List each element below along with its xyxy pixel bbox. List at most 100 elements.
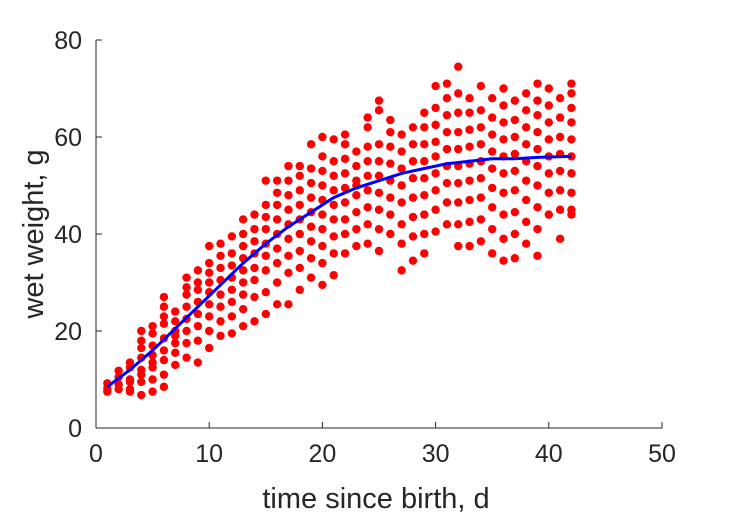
data-point	[352, 207, 361, 217]
data-point	[193, 309, 203, 319]
data-point	[567, 169, 576, 178]
data-point	[488, 183, 497, 193]
data-point	[159, 302, 169, 311]
data-point	[544, 188, 553, 197]
data-point	[238, 266, 248, 275]
data-point	[544, 210, 553, 219]
data-point	[318, 181, 327, 190]
data-point	[499, 210, 508, 219]
data-point	[521, 123, 531, 132]
data-point	[284, 191, 293, 200]
data-point	[295, 161, 304, 171]
data-point	[544, 169, 553, 178]
data-point	[567, 89, 576, 98]
data-point	[408, 140, 418, 149]
data-point	[499, 169, 508, 178]
data-point	[533, 110, 542, 120]
data-point	[420, 123, 429, 132]
data-point	[374, 171, 384, 180]
data-point	[216, 331, 225, 341]
data-point	[227, 297, 237, 307]
data-point	[137, 343, 146, 353]
data-point	[148, 375, 157, 384]
y-axis-label: wet weight, g	[18, 149, 50, 319]
data-point	[261, 266, 270, 275]
data-point	[488, 147, 497, 156]
data-point	[295, 246, 304, 256]
data-point	[318, 210, 327, 219]
data-point	[521, 176, 531, 185]
data-point	[363, 142, 372, 151]
data-point	[238, 321, 248, 331]
data-point	[465, 125, 474, 134]
data-point	[250, 224, 259, 234]
data-point	[533, 96, 542, 105]
data-point	[454, 89, 463, 98]
data-point	[465, 195, 474, 205]
data-point	[261, 176, 270, 185]
data-point	[182, 302, 191, 311]
data-point	[510, 229, 520, 239]
data-point	[555, 205, 565, 214]
x-axis-label: time since birth, d	[262, 483, 489, 515]
data-point	[431, 205, 440, 214]
data-point	[374, 96, 384, 105]
data-point	[420, 229, 429, 239]
data-point	[352, 241, 361, 251]
data-point	[544, 135, 553, 144]
data-point	[182, 338, 191, 348]
data-point	[397, 220, 406, 229]
data-point	[465, 241, 474, 251]
data-point	[431, 186, 440, 195]
data-point	[521, 217, 531, 227]
data-point	[567, 152, 576, 161]
data-point	[159, 312, 169, 321]
data-point	[567, 79, 576, 88]
data-point	[171, 317, 180, 326]
data-point	[137, 336, 146, 345]
data-point	[499, 188, 508, 197]
data-point	[454, 62, 463, 71]
data-point	[476, 123, 486, 132]
data-point	[374, 157, 384, 166]
data-point	[442, 110, 452, 120]
data-point	[510, 96, 520, 105]
data-point	[397, 198, 406, 207]
data-point	[352, 224, 361, 234]
data-point	[227, 261, 237, 270]
data-point	[431, 120, 440, 130]
data-point	[408, 232, 418, 241]
data-point	[340, 229, 350, 239]
data-point	[431, 227, 440, 236]
data-point	[205, 312, 214, 321]
data-point	[488, 130, 497, 139]
data-point	[521, 195, 531, 205]
data-point	[408, 157, 418, 166]
data-point	[238, 290, 248, 299]
data-point	[284, 161, 293, 171]
data-point	[205, 300, 214, 309]
data-point	[340, 249, 350, 258]
data-point	[159, 292, 169, 302]
data-point	[533, 203, 542, 212]
data-point	[171, 360, 180, 370]
data-point	[374, 188, 384, 197]
data-point	[465, 94, 474, 103]
data-point	[521, 140, 531, 149]
data-point	[476, 106, 486, 115]
data-point	[318, 241, 327, 251]
data-point	[340, 183, 350, 193]
data-point	[397, 266, 406, 275]
data-point	[306, 164, 316, 173]
data-point	[476, 237, 486, 246]
data-point	[272, 200, 282, 210]
data-point	[476, 81, 486, 91]
data-point	[442, 178, 452, 188]
data-point	[454, 127, 463, 137]
data-point	[555, 113, 565, 122]
data-point	[488, 224, 497, 234]
data-point	[340, 130, 350, 139]
ticks: 0 10 20 30 40 50 0 20 40 60 80	[54, 27, 676, 468]
data-point	[555, 94, 565, 103]
data-point	[193, 285, 203, 294]
